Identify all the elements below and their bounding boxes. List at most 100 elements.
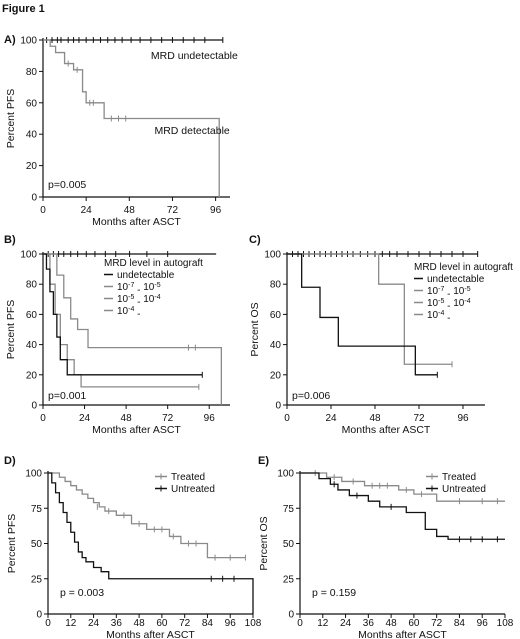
x-tick-label: 12 [65,618,77,629]
x-tick-label: 36 [363,618,375,629]
x-tick-label: 72 [413,413,425,424]
y-tick-label: 25 [283,574,295,585]
panel-c: C) 0 20 40 60 80 100 0 24 48 72 96 Months after ASCT… [249,234,513,436]
x-tick-label: 48 [121,413,133,424]
x-tick-label: 24 [340,618,352,629]
legend-title: MRD level in autograft [104,258,203,269]
legend-entry: undetectable [427,274,485,285]
legend-entry: 10-5 - 10-4 [427,298,471,312]
x-tick-label: 0 [297,618,303,629]
y-tick-label: 50 [31,539,43,550]
x-tick-label: 72 [167,205,179,216]
x-axis-label: Months after ASCT [106,629,195,639]
x-axis-label: Months after ASCT [92,424,181,436]
survival-curve-1 [48,472,246,559]
y-tick-label: 100 [20,36,37,47]
figure-title: Figure 1 [2,3,45,15]
survival-curve-2 [48,472,254,614]
x-tick-label: 24 [88,618,100,629]
survival-curve-1 [300,472,505,502]
x-tick-label: 48 [134,618,146,629]
x-tick-label: 72 [431,618,443,629]
x-tick-label: 60 [408,618,420,629]
y-tick-label: 40 [26,130,38,141]
y-axis-label: Percent OS [258,516,270,570]
legend-entry: undetectable [117,270,175,281]
legend-entry: Treated [171,472,205,483]
y-tick-label: 0 [275,401,281,412]
x-tick-label: 0 [284,413,290,424]
x-tick-label: 24 [81,205,93,216]
x-tick-label: 108 [245,618,262,629]
x-axis-label: Months after ASCT [92,216,181,228]
legend-entry: 10-7 - 10-5 [117,282,161,296]
x-tick-label: 96 [477,618,489,629]
y-axis-label: Percent OS [249,302,261,356]
y-tick-label: 75 [31,504,43,515]
x-tick-label: 96 [225,618,237,629]
survival-curve-2 [287,253,452,365]
panel-label: B) [4,234,16,246]
y-tick-label: 40 [26,340,38,351]
legend-entry: Untreated [442,484,486,495]
x-tick-label: 36 [111,618,123,629]
x-tick-label: 0 [40,205,46,216]
y-tick-label: 0 [288,610,294,621]
y-tick-label: 50 [283,539,295,550]
y-tick-label: 60 [26,310,38,321]
panel-label: A) [4,34,16,46]
y-tick-label: 60 [270,310,282,321]
y-tick-label: 100 [25,469,42,480]
panel-label: D) [4,455,16,467]
x-tick-label: 12 [317,618,329,629]
y-tick-label: 80 [26,67,38,78]
panel-a: A) 0 20 40 60 80 100 0 24 48 72 96 Months after ASCT… [4,34,238,228]
panel-b: B) 0 20 40 60 80 100 0 24 48 72 96 Months after ASCT… [4,234,230,436]
y-tick-label: 75 [283,504,295,515]
y-tick-label: 20 [26,161,38,172]
y-tick-label: 100 [277,469,294,480]
y-axis-label: Percent PFS [5,300,17,360]
legend-entry: Treated [442,472,476,483]
y-tick-label: 80 [26,280,38,291]
panel-e: E) 0 25 50 75 100 0 12 24 36 48 60 72 84 96 108 Months a… [258,455,514,639]
y-axis-label: Percent PFS [5,89,17,149]
y-tick-label: 100 [264,250,281,261]
y-tick-label: 0 [31,193,37,204]
survival-curve-3 [287,253,438,376]
y-tick-label: 20 [270,370,282,381]
survival-curve-2 [300,472,505,540]
panel-label: E) [258,455,269,467]
y-tick-label: 60 [26,98,38,109]
y-tick-label: 40 [270,340,282,351]
curve-annotation: MRD detectable [154,125,229,137]
y-tick-label: 0 [31,401,37,412]
curve-annotation: MRD undetectable [151,50,238,62]
p-value: p=0.001 [48,390,86,402]
x-tick-label: 84 [202,618,214,629]
x-tick-label: 48 [386,618,398,629]
x-tick-label: 96 [204,413,216,424]
x-tick-label: 60 [156,618,168,629]
y-tick-label: 100 [20,250,37,261]
legend-entry: 10-7 - 10-5 [427,286,471,300]
x-tick-label: 84 [454,618,466,629]
x-tick-label: 48 [369,413,381,424]
survival-curve-2 [43,253,222,405]
p-value: p = 0.159 [312,587,356,599]
p-value: p = 0.003 [60,587,104,599]
x-tick-label: 24 [325,413,337,424]
x-axis-label: Months after ASCT [342,424,431,436]
legend-title: MRD level in autograft [414,262,513,273]
panel-label: C) [249,234,261,246]
p-value: p=0.005 [48,179,86,191]
legend-entry: Untreated [171,484,215,495]
y-tick-label: 0 [36,610,42,621]
x-tick-label: 96 [210,205,222,216]
p-value: p=0.006 [292,390,330,402]
y-tick-label: 20 [26,370,38,381]
x-tick-label: 0 [40,413,46,424]
x-tick-label: 0 [45,618,51,629]
legend-entry: 10-4 - [427,310,450,324]
